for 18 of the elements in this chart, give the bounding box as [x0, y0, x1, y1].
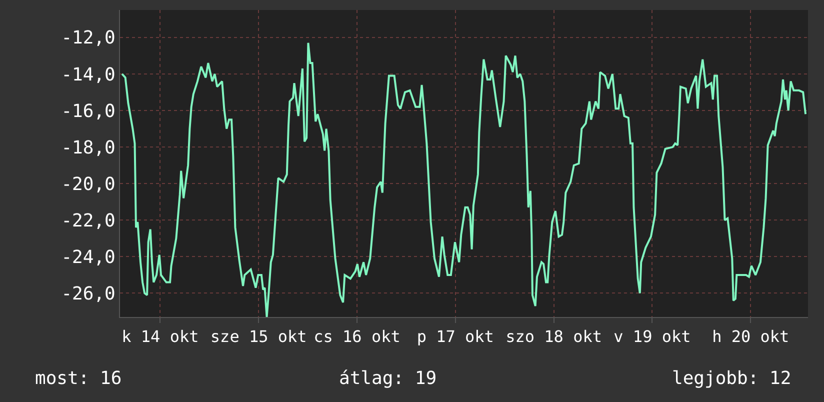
y-tick-label: -22,0: [61, 210, 116, 232]
text: legjobb: 12: [672, 368, 792, 389]
x-tick-label: cs 16 okt: [314, 327, 400, 346]
y-tick-label: -26,0: [61, 284, 116, 305]
y-tick-label: -12,0: [61, 28, 116, 49]
y-tick-label: -18,0: [61, 137, 116, 158]
x-tick-label: sze 15 okt: [210, 327, 307, 346]
text: most: 16: [35, 368, 122, 389]
y-tick-label: -14,0: [61, 64, 116, 86]
x-tick-label: p 17 okt: [416, 327, 494, 346]
y-tick-label: -16,0: [61, 100, 116, 122]
x-tick-label: szo 18 okt: [506, 327, 602, 346]
x-tick-label: k 14 okt: [122, 327, 199, 346]
x-tick-label: h 20 okt: [712, 327, 790, 346]
y-tick-label: -24,0: [61, 247, 116, 268]
x-tick-label: v 19 okt: [614, 327, 691, 346]
y-tick-label: -20,0: [61, 174, 116, 195]
text: átlag: 19: [339, 368, 437, 389]
